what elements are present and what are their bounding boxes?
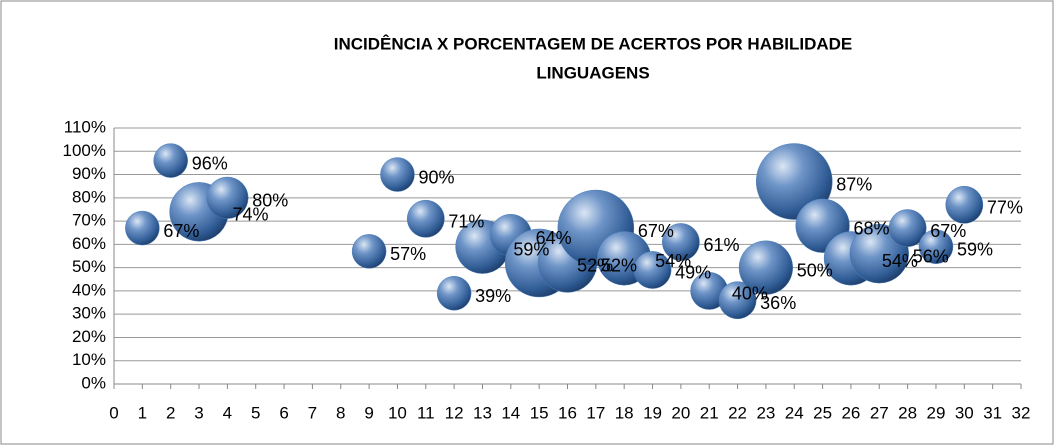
y-tick-label: 110% [64,117,106,136]
data-label: 64% [536,228,572,248]
bubble [888,209,927,247]
x-tick-label: 0 [109,403,118,422]
x-tick-label: 25 [813,403,832,422]
x-tick-label: 29 [927,403,946,422]
x-tick-label: 17 [586,403,605,422]
x-tick-label: 19 [643,403,662,422]
data-label: 49% [675,263,711,283]
x-tick-label: 27 [870,403,889,422]
x-tick-label: 3 [194,403,203,422]
y-tick-label: 70% [72,211,106,230]
data-label: 36% [760,293,796,313]
bubble [633,251,672,289]
y-tick-label: 30% [72,304,106,323]
data-label: 80% [252,191,288,211]
x-tick-label: 14 [501,403,520,422]
x-tick-label: 16 [558,403,577,422]
data-label: 40% [732,284,768,304]
y-tick-label: 50% [72,257,106,276]
x-tick-label: 7 [308,403,317,422]
data-label: 74% [232,205,268,225]
bubble [206,176,249,219]
bubble [436,275,472,311]
y-tick-label: 20% [72,327,106,346]
y-tick-label: 60% [72,234,106,253]
bubble [662,223,700,261]
x-tick-label: 31 [983,403,1002,422]
data-label: 77% [987,198,1023,218]
data-label: 67% [930,221,966,241]
bubble [738,240,794,295]
x-tick-label: 22 [728,403,747,422]
x-tick-label: 9 [364,403,373,422]
x-tick-label: 2 [166,403,175,422]
x-tick-label: 26 [841,403,860,422]
data-label: 54% [655,251,691,271]
x-tick-label: 30 [955,403,974,422]
x-tick-label: 20 [671,403,690,422]
x-tick-label: 6 [279,403,288,422]
x-tick-label: 4 [223,403,232,422]
data-label: 50% [797,260,833,280]
chart-title: INCIDÊNCIA X PORCENTAGEM DE ACERTOS POR … [334,34,853,53]
x-tick-label: 24 [785,403,804,422]
data-label: 57% [390,244,426,264]
data-label: 68% [853,218,889,238]
x-tick-label: 11 [417,403,435,422]
x-tick-label: 15 [530,403,549,422]
bubble [718,281,757,320]
x-tick-label: 13 [473,403,492,422]
data-label: 67% [163,221,199,241]
y-tick-label: 10% [72,350,106,369]
chart-title: LINGUAGENS [536,63,649,82]
x-tick-label: 28 [898,403,917,422]
x-tick-label: 1 [138,403,147,422]
data-label: 61% [703,235,739,255]
y-tick-label: 100% [63,141,106,160]
y-tick-label: 90% [72,164,106,183]
bubble [351,234,387,269]
x-tick-label: 12 [445,403,464,422]
x-tick-label: 8 [336,403,345,422]
y-tick-label: 80% [72,187,106,206]
data-label: 67% [638,221,674,241]
data-label: 71% [448,212,484,232]
data-label: 56% [913,246,949,266]
x-tick-label: 23 [756,403,775,422]
data-label: 39% [475,286,511,306]
bubble [918,229,954,264]
x-tick-label: 21 [700,403,719,422]
x-tick-label: 5 [251,403,260,422]
bubble [380,157,415,192]
y-tick-label: 40% [72,280,106,299]
y-tick-label: 0% [81,373,106,392]
bubble [406,199,445,238]
data-label: 96% [192,153,228,173]
data-label: 52% [601,256,637,276]
bubble [125,210,160,246]
x-tick-label: 18 [615,403,634,422]
data-label: 59% [957,239,993,259]
data-label: 54% [882,251,918,271]
x-tick-label: 32 [1012,403,1031,422]
data-label: 59% [513,239,549,259]
x-tick-label: 10 [388,403,407,422]
data-label: 87% [836,174,872,194]
data-label: 52% [577,256,613,276]
bubble [153,143,188,178]
bubble [945,185,984,224]
data-label: 90% [418,167,454,187]
